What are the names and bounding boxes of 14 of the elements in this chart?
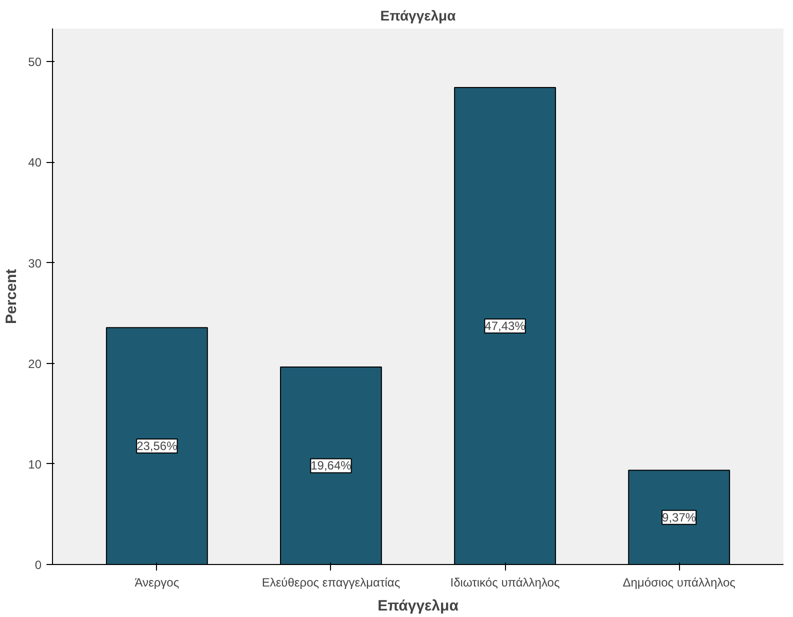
y-tick-label: 50 bbox=[28, 55, 42, 70]
x-tick-label: Ελεύθερος επαγγελματίας bbox=[262, 576, 400, 590]
y-tick-label: 30 bbox=[28, 256, 42, 270]
chart-title: Επάγγελμα bbox=[380, 8, 456, 24]
x-axis-title: Επάγγελμα bbox=[378, 598, 460, 614]
x-tick-label: Δημόσιος υπάλληλος bbox=[622, 576, 736, 590]
y-axis-title: Percent bbox=[3, 268, 20, 324]
x-tick-label: Ιδιωτικός υπάλληλος bbox=[450, 576, 560, 590]
y-tick-label: 40 bbox=[28, 156, 42, 170]
data-label: 19,64% bbox=[310, 458, 352, 473]
y-tick-label: 20 bbox=[28, 356, 42, 371]
x-tick-label: Άνεργος bbox=[134, 576, 180, 590]
y-tick-label: 0 bbox=[34, 558, 42, 572]
y-tick-label: 10 bbox=[28, 457, 42, 472]
